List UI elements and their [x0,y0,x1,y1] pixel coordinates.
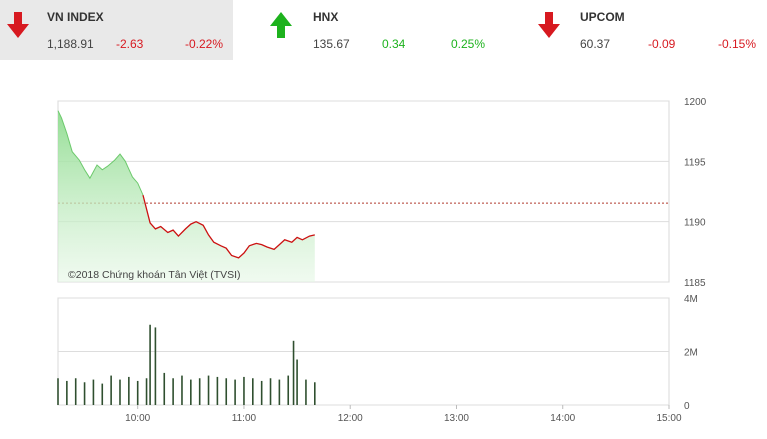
price-area-fill [58,110,315,282]
arrow-up-icon [270,12,292,38]
ticker-name: HNX [313,10,339,24]
y-tick-label: 1190 [684,218,706,229]
intraday-chart: 1200 1195 1190 1185 4M 2M 0 10:00 11:00 12:00 13:0… [57,97,707,424]
y-tick-label: 1185 [684,278,706,289]
ticker-change: -2.63 [116,37,144,51]
ticker-change: 0.34 [382,37,406,51]
ticker-name: VN INDEX [47,10,104,24]
ticker-percent: -0.15% [718,37,757,51]
y-tick-label: 1200 [684,97,707,108]
x-tick-label: 15:00 [656,413,681,424]
x-tick-label: 13:00 [444,413,469,424]
ticker-upcom[interactable]: UPCOM 60.37 -0.09 -0.15% [500,0,767,60]
x-tick-label: 12:00 [338,413,363,424]
volume-tick-label: 0 [684,401,690,412]
ticker-value: 135.67 [313,37,350,51]
watermark: ©2018 Chứng khoán Tân Việt (TVSI) [68,269,241,281]
ticker-name: UPCOM [580,10,625,24]
ticker-vnindex[interactable]: VN INDEX 1,188.91 -2.63 -0.22% [0,0,233,60]
volume-tick-label: 2M [684,348,698,359]
ticker-percent: 0.25% [451,37,486,51]
volume-tick-label: 4M [684,294,698,305]
ticker-percent: -0.22% [185,37,224,51]
ticker-value: 60.37 [580,37,611,51]
price-line-down [142,194,315,259]
y-tick-label: 1195 [684,157,706,168]
x-tick-label: 11:00 [232,413,257,424]
price-line-up [57,110,144,196]
ticker-hnx[interactable]: HNX 135.67 0.34 0.25% [233,0,500,60]
arrow-down-icon [7,12,29,38]
x-tick-label: 14:00 [550,413,575,424]
ticker-value: 1,188.91 [47,37,94,51]
arrow-down-icon [538,12,560,38]
x-tick-label: 10:00 [125,413,150,424]
ticker-change: -0.09 [648,37,676,51]
